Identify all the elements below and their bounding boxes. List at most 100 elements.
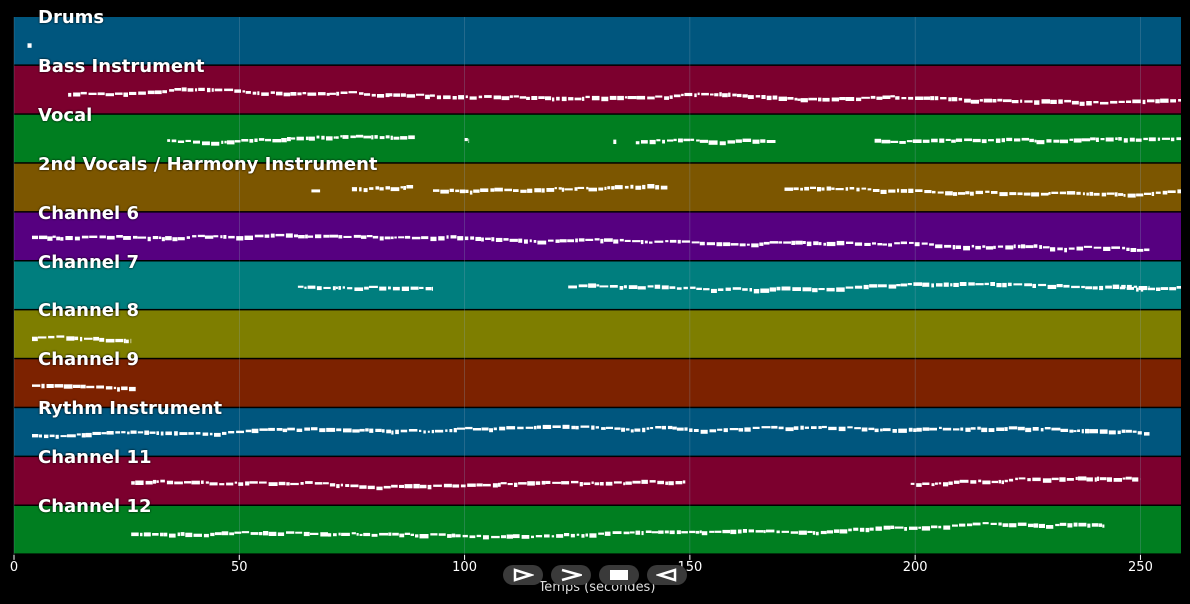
note xyxy=(268,482,278,486)
note xyxy=(935,482,938,485)
note xyxy=(859,527,865,532)
note xyxy=(574,97,582,101)
play-button[interactable] xyxy=(503,565,543,585)
note xyxy=(661,285,669,290)
forward-button[interactable] xyxy=(551,565,591,585)
note xyxy=(578,238,585,242)
note xyxy=(1099,477,1107,481)
note xyxy=(996,283,1002,288)
note xyxy=(350,484,359,488)
note xyxy=(948,97,951,102)
note xyxy=(385,93,390,98)
note xyxy=(498,482,501,487)
note xyxy=(354,287,364,291)
note xyxy=(1029,138,1034,143)
note xyxy=(179,432,188,435)
note xyxy=(890,525,895,529)
note xyxy=(371,135,374,140)
note xyxy=(400,136,408,140)
note xyxy=(130,338,132,344)
note xyxy=(1064,99,1072,103)
note xyxy=(1024,283,1032,287)
note xyxy=(1027,478,1031,482)
note xyxy=(160,479,165,483)
note xyxy=(224,88,234,92)
note xyxy=(468,138,470,143)
note xyxy=(952,245,956,250)
note xyxy=(490,188,495,192)
note xyxy=(716,242,723,247)
note xyxy=(761,95,766,99)
note xyxy=(802,241,806,244)
note xyxy=(939,138,945,143)
note xyxy=(649,480,656,483)
note xyxy=(351,187,357,192)
note xyxy=(1169,287,1177,291)
note xyxy=(149,431,156,434)
note xyxy=(556,534,564,538)
note xyxy=(304,286,307,289)
note xyxy=(137,236,147,239)
note xyxy=(336,484,340,489)
note xyxy=(469,96,477,100)
note xyxy=(624,239,631,242)
note xyxy=(329,483,336,487)
note xyxy=(901,97,907,100)
note xyxy=(519,96,527,99)
note xyxy=(443,483,452,488)
note xyxy=(604,186,607,190)
note xyxy=(982,480,991,485)
note xyxy=(76,433,81,436)
note xyxy=(160,431,164,436)
note xyxy=(613,239,619,244)
note xyxy=(868,427,875,431)
play-outline-icon xyxy=(513,568,534,582)
note xyxy=(221,531,229,536)
note xyxy=(430,94,435,97)
note xyxy=(219,483,225,486)
note xyxy=(521,535,530,539)
note xyxy=(388,286,391,290)
note xyxy=(895,96,900,100)
note xyxy=(1047,284,1057,289)
note xyxy=(696,287,702,290)
note xyxy=(985,190,990,193)
note xyxy=(579,482,583,487)
note xyxy=(364,93,371,96)
note xyxy=(611,186,615,190)
note xyxy=(1079,101,1085,106)
note xyxy=(234,481,238,484)
note xyxy=(1040,192,1049,196)
note xyxy=(556,96,560,101)
note xyxy=(561,481,570,485)
note xyxy=(554,187,557,190)
note xyxy=(241,531,250,534)
note xyxy=(305,481,313,484)
note xyxy=(709,530,715,533)
note xyxy=(600,482,604,486)
note xyxy=(546,188,555,192)
note xyxy=(333,533,337,537)
note xyxy=(865,527,870,533)
note xyxy=(1091,523,1099,527)
note xyxy=(831,97,839,102)
note xyxy=(1161,137,1170,140)
note xyxy=(995,138,1001,143)
rewind-button[interactable] xyxy=(647,565,687,585)
note xyxy=(533,240,537,243)
note xyxy=(106,431,114,435)
stop-button[interactable] xyxy=(599,565,639,585)
note xyxy=(1039,245,1042,249)
note xyxy=(970,191,974,196)
note xyxy=(1155,191,1161,194)
note xyxy=(601,96,609,102)
note xyxy=(163,532,168,537)
note xyxy=(154,90,162,95)
note xyxy=(665,481,668,485)
note xyxy=(630,429,634,433)
note xyxy=(1069,429,1074,433)
note xyxy=(400,186,404,189)
note xyxy=(811,426,817,429)
note xyxy=(193,140,200,144)
note xyxy=(177,532,180,537)
